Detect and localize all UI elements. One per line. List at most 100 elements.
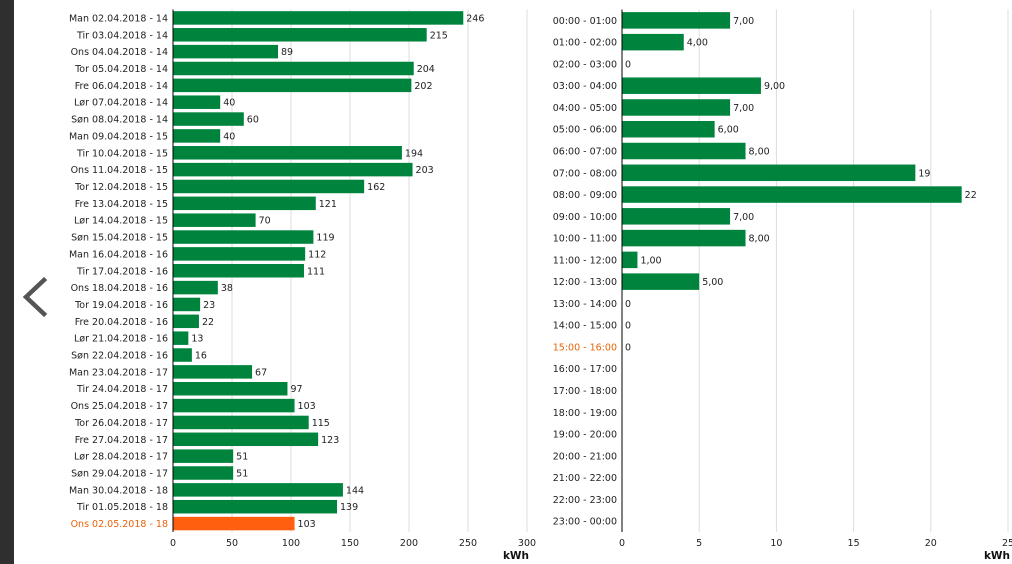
daily-bar[interactable] [173,280,218,295]
hourly-bar[interactable] [622,142,746,160]
daily-bar[interactable] [173,297,201,312]
prev-period-button[interactable] [18,274,58,320]
daily-bar[interactable] [173,213,256,227]
daily-category-label[interactable]: Fre 13.04.2018 - 15 [75,199,168,210]
hourly-category-label[interactable]: 21:00 - 22:00 [553,473,617,484]
hourly-category-label[interactable]: 11:00 - 12:00 [553,255,617,266]
daily-bar[interactable] [173,11,464,25]
daily-category-label[interactable]: Man 02.04.2018 - 14 [69,13,168,24]
daily-bar[interactable] [173,483,343,497]
daily-bar[interactable] [173,247,306,261]
daily-bar[interactable] [173,466,234,480]
daily-bar[interactable] [173,44,279,59]
hourly-bar[interactable] [622,164,916,182]
daily-bar[interactable] [173,129,221,143]
daily-category-label[interactable]: Man 23.04.2018 - 17 [69,367,168,378]
hourly-category-label[interactable]: 20:00 - 21:00 [553,451,617,462]
daily-bar[interactable] [173,61,414,76]
daily-bar[interactable] [173,415,309,430]
hourly-category-label[interactable]: 07:00 - 08:00 [553,168,617,179]
daily-bar[interactable] [173,449,234,463]
hourly-category-label[interactable]: 22:00 - 23:00 [553,495,617,506]
daily-category-label[interactable]: Fre 20.04.2018 - 16 [75,317,168,328]
hourly-category-label[interactable]: 08:00 - 09:00 [553,190,617,201]
hourly-category-label[interactable]: 00:00 - 01:00 [553,16,617,27]
hourly-bar[interactable] [622,33,684,51]
daily-category-label[interactable]: Lør 14.04.2018 - 15 [74,216,168,227]
hourly-category-label[interactable]: 18:00 - 19:00 [553,408,617,419]
hourly-category-label[interactable]: 14:00 - 15:00 [553,321,617,332]
daily-category-label[interactable]: Tor 12.04.2018 - 15 [74,182,168,193]
daily-category-label[interactable]: Tir 01.05.2018 - 18 [76,502,168,513]
daily-category-label[interactable]: Lør 07.04.2018 - 14 [74,98,168,109]
daily-bar[interactable] [173,331,189,345]
daily-category-label[interactable]: Ons 18.04.2018 - 16 [71,283,168,294]
daily-category-label[interactable]: Søn 08.04.2018 - 14 [71,115,168,126]
hourly-category-label[interactable]: 09:00 - 10:00 [553,212,617,223]
daily-category-label[interactable]: Ons 04.04.2018 - 14 [71,47,168,58]
daily-category-label[interactable]: Tir 17.04.2018 - 16 [76,266,168,277]
hourly-bar[interactable] [622,229,746,247]
daily-category-label[interactable]: Tir 03.04.2018 - 14 [76,30,168,41]
hourly-bar[interactable] [622,208,731,225]
hourly-category-label[interactable]: 04:00 - 05:00 [553,103,617,114]
hourly-category-label[interactable]: 06:00 - 07:00 [553,147,617,158]
daily-category-label[interactable]: Man 09.04.2018 - 15 [69,131,168,142]
daily-category-label[interactable]: Tor 05.04.2018 - 14 [74,64,168,75]
daily-category-label[interactable]: Lør 21.04.2018 - 16 [74,334,168,345]
daily-category-label[interactable]: Fre 06.04.2018 - 14 [75,81,168,92]
daily-bar[interactable] [173,398,295,413]
daily-category-label[interactable]: Tor 26.04.2018 - 17 [74,418,168,429]
daily-category-label[interactable]: Tir 24.04.2018 - 17 [76,384,168,395]
hourly-category-label[interactable]: 19:00 - 20:00 [553,430,617,441]
daily-bar[interactable] [173,28,427,42]
daily-category-label[interactable]: Lør 28.04.2018 - 17 [74,452,168,463]
daily-bar[interactable] [173,499,338,514]
daily-bar[interactable] [173,381,288,396]
daily-category-label[interactable]: Man 30.04.2018 - 18 [69,485,168,496]
hourly-bar[interactable] [622,273,700,290]
daily-bar[interactable] [173,112,244,126]
daily-category-label[interactable]: Ons 25.04.2018 - 17 [71,401,168,412]
daily-category-label[interactable]: Ons 11.04.2018 - 15 [71,165,168,176]
hourly-category-label[interactable]: 13:00 - 14:00 [553,299,617,310]
hourly-bar[interactable] [622,186,962,203]
hourly-bar[interactable] [622,251,638,269]
daily-bar[interactable] [173,264,304,278]
daily-category-label[interactable]: Søn 22.04.2018 - 16 [71,351,168,362]
hourly-category-label[interactable]: 05:00 - 06:00 [553,125,617,136]
daily-bar[interactable] [173,95,221,109]
daily-category-label[interactable]: Søn 15.04.2018 - 15 [71,233,168,244]
daily-category-label[interactable]: Søn 29.04.2018 - 17 [71,469,168,480]
hourly-category-label[interactable]: 16:00 - 17:00 [553,364,617,375]
daily-category-label[interactable]: Fre 27.04.2018 - 17 [75,435,168,446]
daily-bar[interactable] [173,230,314,244]
daily-category-label[interactable]: Man 16.04.2018 - 16 [69,249,168,260]
daily-category-label[interactable]: Tir 10.04.2018 - 15 [76,148,168,159]
hourly-category-label[interactable]: 17:00 - 18:00 [553,386,617,397]
daily-category-label[interactable]: Ons 02.05.2018 - 18 [71,519,168,530]
hourly-category-label[interactable]: 15:00 - 16:00 [553,342,617,353]
hourly-category-label[interactable]: 12:00 - 13:00 [553,277,617,288]
hourly-category-label[interactable]: 02:00 - 03:00 [553,59,617,70]
daily-value-label: 13 [191,334,203,345]
daily-bar[interactable] [173,162,413,177]
daily-bar[interactable] [173,179,365,194]
hourly-bar[interactable] [622,120,715,138]
hourly-category-label[interactable]: 01:00 - 02:00 [553,38,617,49]
daily-bar[interactable] [173,146,402,160]
daily-bar[interactable] [173,348,192,362]
daily-bar[interactable] [173,314,199,329]
daily-bar[interactable] [173,365,253,379]
hourly-category-label[interactable]: 23:00 - 00:00 [553,517,617,528]
daily-bar[interactable] [173,78,412,93]
daily-bar[interactable] [173,432,319,447]
hourly-bar[interactable] [622,77,761,94]
daily-bar[interactable] [173,516,295,531]
hourly-bar[interactable] [622,12,731,29]
hourly-category-label[interactable]: 03:00 - 04:00 [553,81,617,92]
daily-bar[interactable] [173,196,316,211]
daily-category-label[interactable]: Tor 19.04.2018 - 16 [74,300,168,311]
hourly-category-label[interactable]: 10:00 - 11:00 [553,234,617,245]
hourly-bar[interactable] [622,99,731,116]
